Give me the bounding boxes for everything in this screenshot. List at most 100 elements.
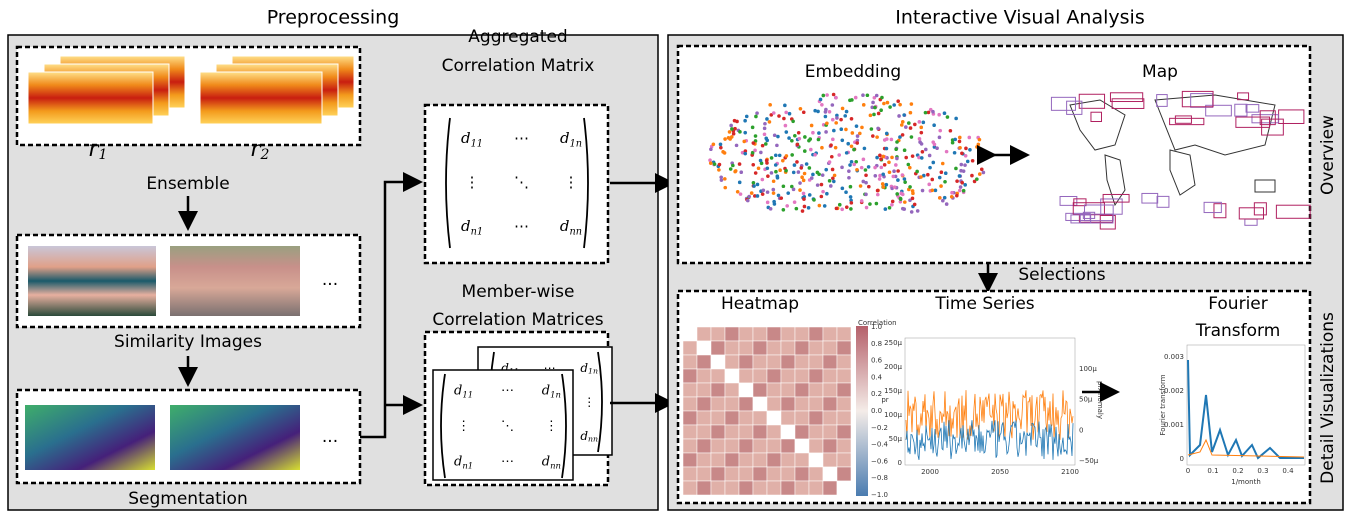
point bbox=[848, 163, 852, 167]
point bbox=[761, 192, 765, 196]
point bbox=[742, 140, 746, 144]
point bbox=[958, 136, 962, 140]
point bbox=[902, 113, 906, 117]
point bbox=[967, 136, 971, 140]
point bbox=[959, 163, 963, 167]
entry-sub: n1 bbox=[471, 226, 483, 237]
point bbox=[799, 107, 803, 111]
cell bbox=[767, 481, 781, 495]
point bbox=[752, 181, 756, 185]
point bbox=[918, 120, 922, 124]
point bbox=[939, 184, 943, 188]
cell bbox=[739, 425, 753, 439]
point bbox=[770, 171, 774, 175]
point bbox=[727, 136, 731, 140]
point bbox=[887, 160, 891, 164]
cell bbox=[823, 327, 837, 341]
point bbox=[821, 173, 825, 177]
point bbox=[834, 96, 838, 100]
point bbox=[807, 139, 811, 143]
point bbox=[816, 183, 820, 187]
point bbox=[751, 126, 755, 130]
point bbox=[756, 194, 760, 198]
x-tick-label: 0.2 bbox=[1232, 467, 1243, 475]
cell bbox=[809, 327, 823, 341]
point bbox=[840, 139, 844, 143]
matrix-entry: ⋯ bbox=[514, 217, 529, 235]
point bbox=[921, 150, 925, 154]
y2-tick-label: 100μ bbox=[1079, 365, 1097, 373]
point bbox=[865, 206, 869, 210]
point bbox=[875, 135, 879, 139]
point bbox=[966, 160, 970, 164]
point bbox=[878, 177, 882, 181]
point bbox=[958, 189, 962, 193]
point bbox=[774, 153, 778, 157]
point bbox=[904, 156, 908, 160]
cell bbox=[837, 383, 851, 397]
point bbox=[879, 108, 883, 112]
point bbox=[846, 142, 850, 146]
cell bbox=[781, 397, 795, 411]
point bbox=[849, 207, 853, 211]
point bbox=[837, 153, 841, 157]
point bbox=[916, 209, 920, 213]
point bbox=[788, 112, 792, 116]
point bbox=[958, 140, 962, 144]
cell bbox=[795, 341, 809, 355]
section-title: Interactive Visual Analysis bbox=[895, 7, 1144, 29]
cell bbox=[795, 369, 809, 383]
point bbox=[824, 130, 828, 134]
point bbox=[882, 102, 886, 106]
point bbox=[949, 129, 953, 133]
point bbox=[823, 204, 827, 208]
point bbox=[932, 123, 936, 127]
point bbox=[824, 110, 828, 114]
point bbox=[900, 123, 904, 127]
point bbox=[871, 134, 875, 138]
point bbox=[920, 131, 924, 135]
cell bbox=[767, 397, 781, 411]
point bbox=[901, 120, 905, 124]
point bbox=[763, 132, 767, 136]
point bbox=[975, 145, 979, 149]
point bbox=[728, 130, 732, 134]
point bbox=[885, 183, 889, 187]
point bbox=[766, 201, 770, 205]
point bbox=[802, 197, 806, 201]
point bbox=[895, 192, 899, 196]
y2-tick-label: 0 bbox=[1079, 426, 1083, 434]
point bbox=[850, 201, 854, 205]
cell bbox=[697, 397, 711, 411]
cell bbox=[711, 355, 725, 369]
entry-text: ⋱ bbox=[501, 419, 514, 434]
cell bbox=[781, 369, 795, 383]
point bbox=[719, 143, 723, 147]
image bbox=[170, 246, 300, 316]
colorbar-tick: 0.6 bbox=[871, 357, 883, 365]
point bbox=[831, 118, 835, 122]
point bbox=[811, 131, 815, 135]
cell bbox=[795, 425, 809, 439]
point bbox=[738, 181, 742, 185]
entry-text: d bbox=[542, 454, 550, 469]
point bbox=[855, 141, 859, 145]
entry-text: ⋯ bbox=[514, 217, 529, 235]
point bbox=[777, 114, 781, 118]
point bbox=[845, 151, 849, 155]
cell bbox=[753, 397, 767, 411]
point bbox=[892, 169, 896, 173]
point bbox=[955, 179, 959, 183]
point bbox=[928, 154, 932, 158]
entry-text: ⋮ bbox=[545, 419, 558, 434]
point bbox=[802, 179, 806, 183]
point bbox=[805, 162, 809, 166]
cell bbox=[767, 369, 781, 383]
cell bbox=[725, 425, 739, 439]
point bbox=[867, 185, 871, 189]
point bbox=[739, 170, 743, 174]
entry-text: d bbox=[560, 217, 570, 235]
cell bbox=[739, 481, 753, 495]
point bbox=[943, 180, 947, 184]
point bbox=[864, 193, 868, 197]
